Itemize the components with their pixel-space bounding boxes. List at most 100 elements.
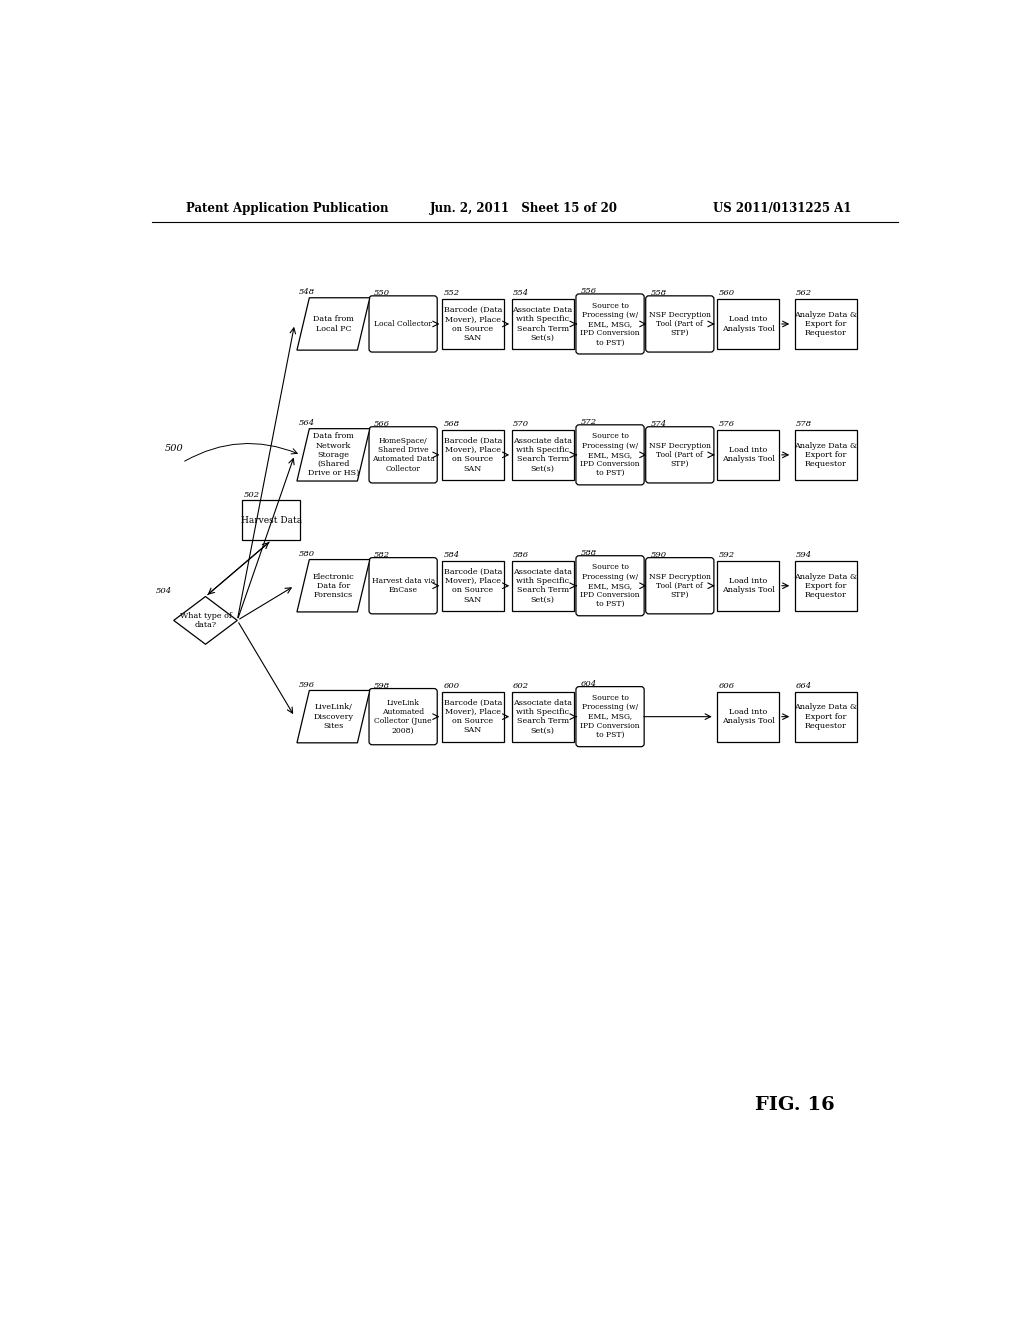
Text: 576: 576: [719, 420, 734, 428]
FancyBboxPatch shape: [646, 557, 714, 614]
Text: 568: 568: [443, 420, 460, 428]
Text: Source to
Processing (w/
EML, MSG,
IPD Conversion
to PST): Source to Processing (w/ EML, MSG, IPD C…: [581, 301, 640, 346]
Text: 552: 552: [443, 289, 460, 297]
Text: 504: 504: [156, 587, 172, 595]
Text: 500: 500: [165, 444, 183, 453]
Text: Barcode (Data
Mover), Place
on Source
SAN: Barcode (Data Mover), Place on Source SA…: [443, 568, 502, 603]
FancyBboxPatch shape: [369, 689, 437, 744]
Bar: [512, 298, 573, 348]
FancyBboxPatch shape: [646, 296, 714, 352]
Text: 558: 558: [650, 289, 667, 297]
Text: Electronic
Data for
Forensics: Electronic Data for Forensics: [312, 573, 354, 599]
Text: 574: 574: [650, 420, 667, 428]
Text: Harvest data via
EnCase: Harvest data via EnCase: [372, 577, 435, 594]
Text: Jun. 2, 2011   Sheet 15 of 20: Jun. 2, 2011 Sheet 15 of 20: [430, 202, 618, 215]
Text: 600: 600: [443, 682, 460, 690]
Text: Analyze Data &
Export for
Requestor: Analyze Data & Export for Requestor: [794, 704, 857, 730]
Text: Source to
Processing (w/
EML, MSG,
IPD Conversion
to PST): Source to Processing (w/ EML, MSG, IPD C…: [581, 564, 640, 609]
Text: 586: 586: [513, 552, 529, 560]
Text: HomeSpace/
Shared Drive
Automated Data
Collector: HomeSpace/ Shared Drive Automated Data C…: [372, 437, 434, 473]
Text: 562: 562: [796, 289, 812, 297]
Bar: [512, 430, 573, 480]
Bar: [243, 500, 300, 540]
Polygon shape: [297, 690, 370, 743]
Text: LiveLink/
Discovery
Sites: LiveLink/ Discovery Sites: [313, 704, 353, 730]
Bar: [795, 298, 856, 348]
FancyBboxPatch shape: [575, 556, 644, 615]
Text: 584: 584: [443, 552, 460, 560]
Text: Data from
Local PC: Data from Local PC: [313, 315, 354, 333]
Text: 596: 596: [299, 681, 314, 689]
Text: 566: 566: [374, 420, 390, 428]
Text: 550: 550: [374, 289, 390, 297]
Polygon shape: [297, 298, 370, 350]
Text: 556: 556: [581, 288, 597, 296]
Text: Load into
Analysis Tool: Load into Analysis Tool: [722, 446, 774, 463]
Text: NSF Decryption
Tool (Part of
STP): NSF Decryption Tool (Part of STP): [649, 573, 711, 599]
Text: Load into
Analysis Tool: Load into Analysis Tool: [722, 315, 774, 333]
Text: Associate data
with Specific
Search Term
Set(s): Associate data with Specific Search Term…: [513, 698, 572, 734]
Text: Associate data
with Specific
Search Term
Set(s): Associate data with Specific Search Term…: [513, 568, 572, 603]
Text: Harvest Data: Harvest Data: [241, 516, 302, 525]
Bar: [717, 298, 779, 348]
Text: Analyze Data &
Export for
Requestor: Analyze Data & Export for Requestor: [794, 573, 857, 599]
Text: US 2011/0131225 A1: US 2011/0131225 A1: [713, 202, 852, 215]
Text: 554: 554: [513, 289, 529, 297]
Bar: [795, 561, 856, 611]
Text: 590: 590: [650, 552, 667, 560]
Text: Barcode (Data
Mover), Place
on Source
SAN: Barcode (Data Mover), Place on Source SA…: [443, 306, 502, 342]
Text: 580: 580: [299, 550, 314, 558]
Text: FIG. 16: FIG. 16: [755, 1097, 835, 1114]
Text: 664: 664: [796, 682, 812, 690]
Text: NSF Decryption
Tool (Part of
STP): NSF Decryption Tool (Part of STP): [649, 310, 711, 337]
Bar: [442, 692, 504, 742]
Text: 604: 604: [581, 680, 597, 688]
Text: Barcode (Data
Mover), Place
on Source
SAN: Barcode (Data Mover), Place on Source SA…: [443, 437, 502, 473]
Text: Source to
Processing (w/
EML, MSG,
IPD Conversion
to PST): Source to Processing (w/ EML, MSG, IPD C…: [581, 433, 640, 478]
Text: Barcode (Data
Mover), Place
on Source
SAN: Barcode (Data Mover), Place on Source SA…: [443, 698, 502, 734]
Bar: [717, 430, 779, 480]
FancyBboxPatch shape: [646, 426, 714, 483]
Text: Source to
Processing (w/
EML, MSG,
IPD Conversion
to PST): Source to Processing (w/ EML, MSG, IPD C…: [581, 694, 640, 739]
Bar: [717, 561, 779, 611]
Text: Load into
Analysis Tool: Load into Analysis Tool: [722, 708, 774, 725]
Text: Local Collector: Local Collector: [374, 319, 432, 327]
Text: 588: 588: [581, 549, 597, 557]
Text: Patent Application Publication: Patent Application Publication: [186, 202, 389, 215]
FancyBboxPatch shape: [575, 686, 644, 747]
Text: Associate Data
with Specific
Search Term
Set(s): Associate Data with Specific Search Term…: [512, 306, 572, 342]
Text: Analyze Data &
Export for
Requestor: Analyze Data & Export for Requestor: [794, 310, 857, 337]
Text: 582: 582: [374, 552, 390, 560]
Bar: [795, 692, 856, 742]
Bar: [442, 430, 504, 480]
FancyBboxPatch shape: [575, 425, 644, 484]
Text: 560: 560: [719, 289, 734, 297]
Polygon shape: [297, 560, 370, 612]
FancyBboxPatch shape: [369, 557, 437, 614]
Text: Load into
Analysis Tool: Load into Analysis Tool: [722, 577, 774, 594]
Text: 594: 594: [796, 552, 812, 560]
Text: Analyze Data &
Export for
Requestor: Analyze Data & Export for Requestor: [794, 442, 857, 469]
FancyBboxPatch shape: [369, 426, 437, 483]
Bar: [795, 430, 856, 480]
Text: 570: 570: [513, 420, 529, 428]
FancyBboxPatch shape: [369, 296, 437, 352]
Bar: [717, 692, 779, 742]
Text: 502: 502: [244, 491, 260, 499]
Text: 548: 548: [299, 288, 314, 296]
Text: 578: 578: [796, 420, 812, 428]
Text: NSF Decryption
Tool (Part of
STP): NSF Decryption Tool (Part of STP): [649, 442, 711, 469]
Text: Associate data
with Specific
Search Term
Set(s): Associate data with Specific Search Term…: [513, 437, 572, 473]
Text: What type of
data?: What type of data?: [179, 611, 231, 630]
Bar: [512, 561, 573, 611]
Text: 564: 564: [299, 420, 314, 428]
Text: LiveLink
Automated
Collector (June
2008): LiveLink Automated Collector (June 2008): [375, 698, 432, 734]
Polygon shape: [174, 597, 238, 644]
Bar: [512, 692, 573, 742]
Text: 602: 602: [513, 682, 529, 690]
Text: 572: 572: [581, 418, 597, 426]
Text: Data from
Network
Storage
(Shared
Drive or HS): Data from Network Storage (Shared Drive …: [307, 433, 359, 478]
Text: 606: 606: [719, 682, 734, 690]
Bar: [442, 298, 504, 348]
Polygon shape: [297, 429, 370, 480]
